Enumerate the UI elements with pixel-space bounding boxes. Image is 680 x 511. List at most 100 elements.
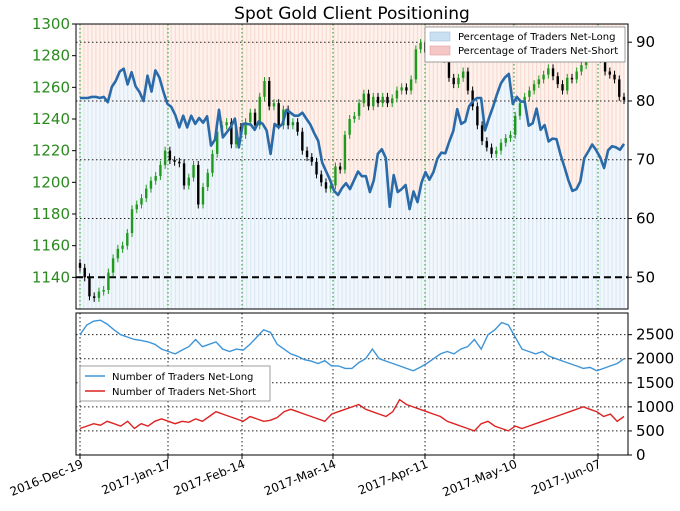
candle-body [542, 74, 545, 80]
candle [97, 287, 101, 302]
candle [338, 162, 342, 174]
candle [405, 83, 408, 95]
candle [414, 45, 418, 84]
candle [608, 67, 612, 79]
candle-body [523, 96, 526, 104]
candle [357, 99, 361, 120]
candle [542, 70, 545, 84]
candle-body [362, 93, 366, 104]
candle [197, 160, 200, 209]
lower-grid [76, 313, 628, 455]
candle [126, 229, 129, 250]
candle [182, 159, 186, 190]
lower-tick-label: 2000 [636, 350, 674, 368]
candle-body [518, 103, 522, 116]
candle [268, 77, 271, 111]
candle-body [537, 79, 541, 85]
candle-body [291, 122, 295, 126]
candle-body [135, 204, 138, 210]
candle-body [447, 58, 451, 78]
candle [168, 146, 172, 165]
candle-body [315, 161, 318, 175]
candle-body [116, 248, 120, 259]
candle-body [376, 96, 380, 104]
legend-label-net-long: Percentage of Traders Net-Long [458, 32, 616, 43]
candle-body [556, 76, 559, 85]
candle [452, 73, 455, 89]
candle-body [566, 77, 569, 91]
candle-body [386, 96, 389, 104]
candle [372, 92, 375, 111]
candle-body [263, 81, 266, 97]
candle-body [182, 163, 186, 186]
left-tick-label: 1240 [32, 110, 70, 128]
candle-body [121, 245, 124, 249]
left-tick-label: 1200 [32, 173, 70, 191]
candle-body [230, 122, 233, 145]
x-tick-label: 2017-Apr-11 [356, 457, 430, 498]
net-long-percentage-line [80, 67, 626, 211]
candle [211, 149, 214, 177]
candle-body [499, 142, 503, 151]
candle [301, 127, 304, 155]
candle-body [580, 65, 583, 72]
candle [457, 73, 460, 89]
lower-tick-label: 500 [636, 422, 665, 440]
candle-body [149, 180, 153, 189]
right-tick-label: 50 [636, 268, 655, 286]
candle [253, 108, 257, 130]
legend-swatch-net-long [429, 31, 451, 42]
candle [514, 111, 517, 139]
candle [622, 92, 626, 104]
candle [140, 194, 143, 209]
candle [518, 99, 522, 120]
candle [386, 92, 389, 108]
candle-body [225, 122, 228, 126]
candle-body [476, 106, 479, 126]
candle [580, 61, 583, 76]
candle [466, 67, 470, 95]
candle-body [547, 68, 550, 75]
candle-body [575, 71, 578, 80]
lower-axis-ticks: 0 500 1000 1500 2000 2500 [628, 326, 674, 464]
candle-body [461, 71, 465, 78]
candle [490, 143, 493, 158]
candle-body [495, 150, 498, 154]
legend-swatch-net-short [429, 45, 451, 56]
candle-body [466, 71, 470, 91]
candle-body [178, 161, 181, 164]
candle-body [343, 134, 347, 170]
candle-body [367, 93, 370, 107]
candle-body [400, 87, 403, 91]
candle-body [130, 209, 134, 233]
legend-label-net-short: Percentage of Traders Net-Short [458, 46, 618, 57]
candle-body [528, 90, 531, 97]
candle [381, 92, 384, 108]
candle-body [168, 150, 172, 161]
lower-tick-label: 2500 [636, 326, 674, 344]
candle [348, 115, 351, 139]
upper-legend: Percentage of Traders Net-Long Percentag… [424, 26, 626, 63]
net-long-traders-line [79, 319, 625, 372]
candle [92, 292, 96, 302]
candle [107, 268, 110, 294]
candle-body [320, 174, 323, 183]
upper-legend-box [424, 26, 626, 63]
candle [159, 160, 162, 180]
candle-body [391, 98, 394, 104]
candle [78, 259, 82, 272]
candle [376, 92, 380, 108]
lower-panel: 0 500 1000 1500 2000 2500 Number of Traders N… [75, 312, 674, 464]
right-axis-ticks: 50 60 70 80 90 [628, 33, 655, 286]
candle-body [570, 77, 574, 80]
candle-body [509, 134, 512, 138]
candle [111, 254, 115, 277]
candle [499, 138, 503, 155]
candle [310, 153, 313, 166]
candle-body [414, 49, 418, 80]
candle-body [514, 115, 517, 135]
candle-body [296, 122, 299, 132]
candle [291, 118, 295, 130]
candle-body [206, 172, 209, 188]
candle [116, 244, 120, 263]
